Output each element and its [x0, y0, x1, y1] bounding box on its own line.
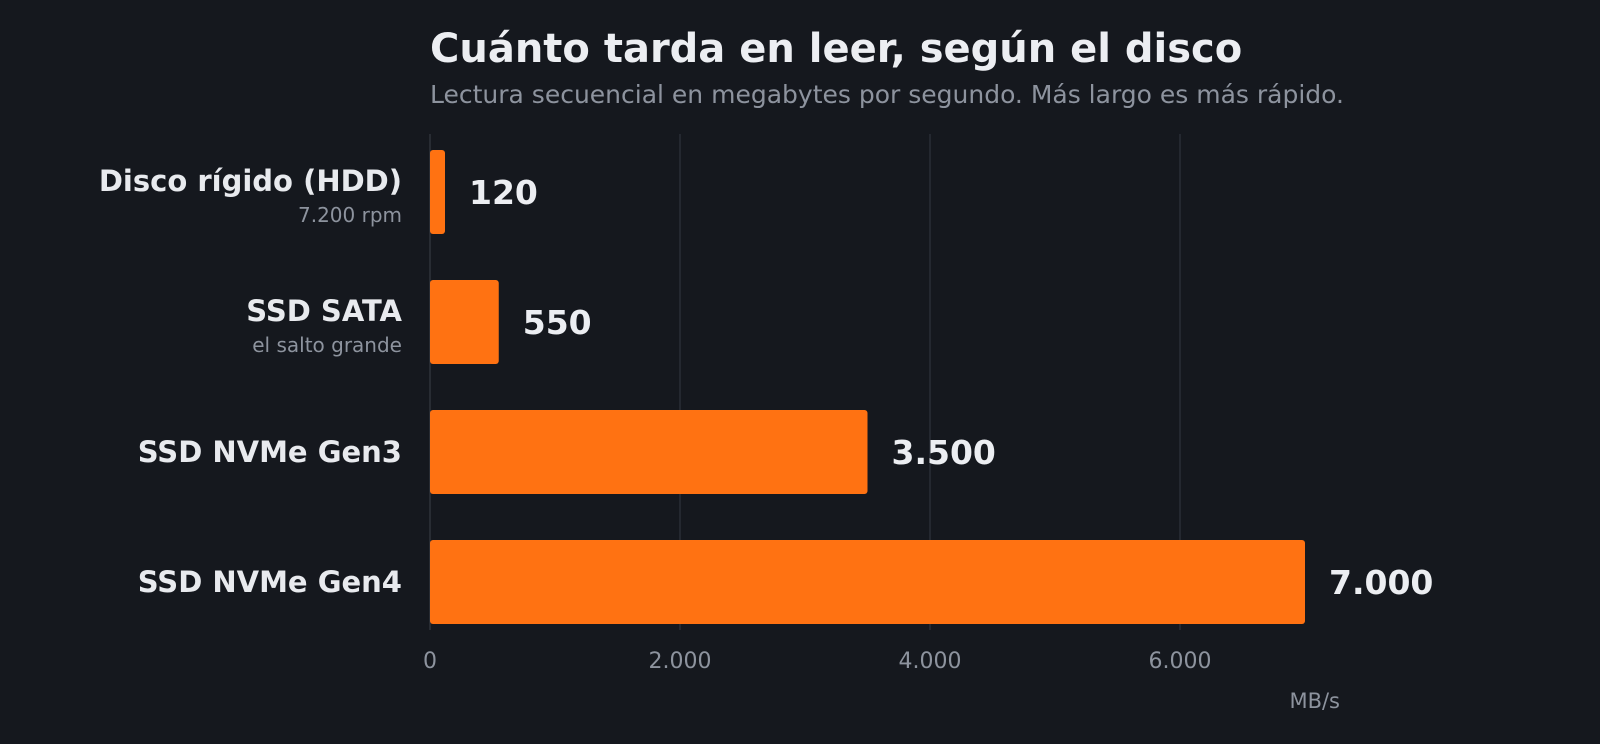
category-label-2: SSD NVMe Gen3: [138, 435, 402, 469]
value-label-3: 7.000: [1329, 563, 1433, 602]
category-note-1: el salto grande: [252, 333, 402, 357]
x-tick-label-3: 6.000: [1149, 649, 1212, 674]
x-tick-label-1: 2.000: [649, 649, 712, 674]
bar-1: [430, 280, 499, 364]
value-label-1: 550: [523, 303, 592, 342]
bar-0: [430, 150, 445, 234]
x-tick-label-0: 0: [423, 649, 437, 674]
bars: [430, 150, 1305, 624]
category-label-1: SSD SATA: [246, 294, 402, 328]
x-tick-label-2: 4.000: [899, 649, 962, 674]
value-labels: 120 550 3.500 7.000: [469, 173, 1433, 602]
chart-title: Cuánto tarda en leer, según el disco: [430, 26, 1242, 72]
x-axis-ticks: 0 2.000 4.000 6.000: [423, 649, 1211, 674]
bar-2: [430, 410, 868, 494]
category-label-3: SSD NVMe Gen4: [138, 565, 402, 599]
category-labels: Disco rígido (HDD) 7.200 rpm SSD SATA el sa…: [99, 164, 403, 599]
value-label-2: 3.500: [892, 433, 996, 472]
bar-3: [430, 540, 1305, 624]
category-note-0: 7.200 rpm: [298, 203, 402, 227]
x-axis-label: MB/s: [1289, 689, 1340, 713]
chart-subtitle: Lectura secuencial en megabytes por segu…: [430, 80, 1344, 109]
value-label-0: 120: [469, 173, 538, 212]
category-label-0: Disco rígido (HDD): [99, 164, 402, 198]
